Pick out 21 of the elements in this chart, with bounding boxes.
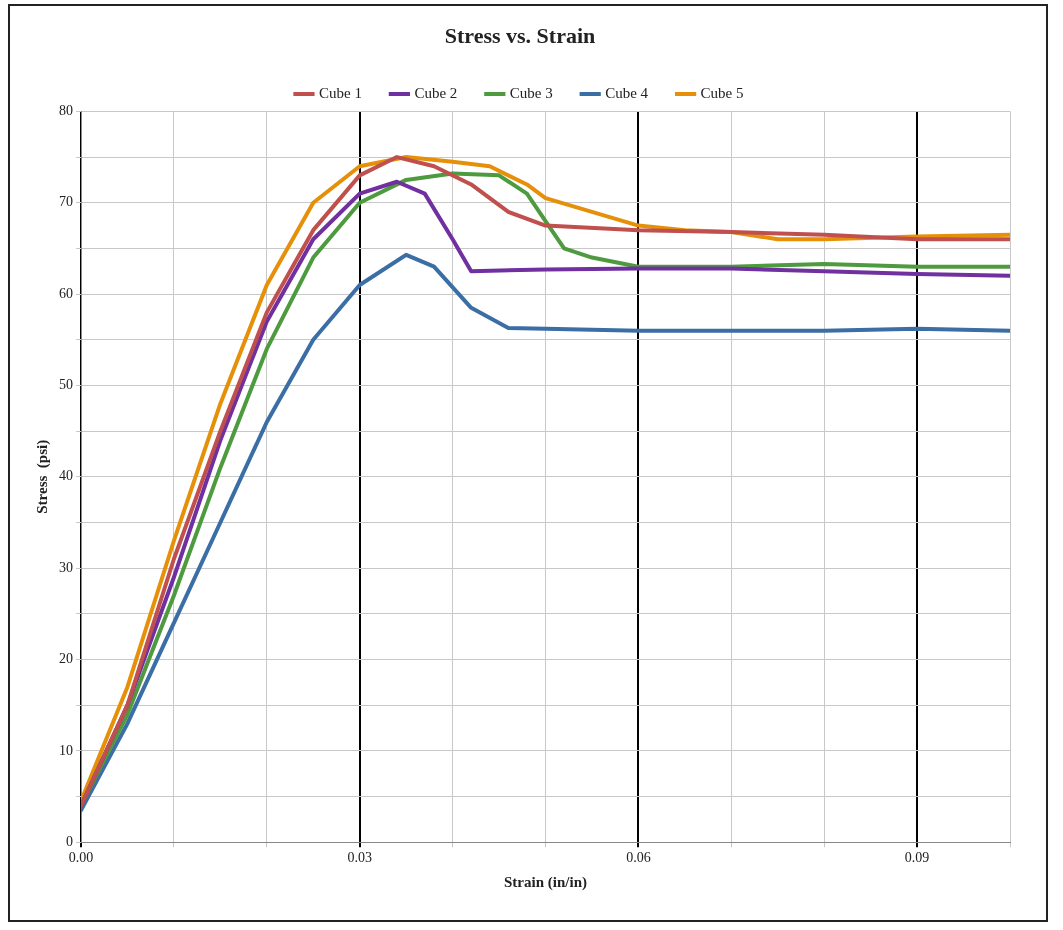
y-axis-title: Stress (psi)	[33, 439, 51, 514]
y-tick-label: 80	[59, 103, 73, 119]
y-tick-label: 10	[59, 742, 73, 758]
legend-label: Cube 4	[605, 84, 649, 101]
y-tick-label: 50	[59, 377, 73, 393]
y-tick-label: 20	[59, 651, 73, 667]
y-tick-label: 0	[66, 833, 73, 849]
x-tick-label: 0.06	[626, 850, 651, 866]
x-axis-title: Strain (in/in)	[504, 873, 587, 891]
y-tick-label: 60	[59, 285, 73, 301]
y-tick-label: 70	[59, 194, 73, 210]
legend-label: Cube 3	[509, 84, 553, 101]
chart-title: Stress vs. Strain	[444, 22, 596, 48]
x-tick-label: 0.09	[904, 850, 930, 866]
x-tick-label: 0.03	[347, 850, 372, 866]
y-tick-label: 40	[59, 468, 73, 484]
legend-label: Cube 1	[318, 84, 362, 101]
legend-label: Cube 5	[700, 84, 744, 101]
legend-label: Cube 2	[414, 84, 458, 101]
x-tick-label: 0.00	[68, 850, 94, 866]
y-tick-label: 30	[59, 559, 73, 575]
